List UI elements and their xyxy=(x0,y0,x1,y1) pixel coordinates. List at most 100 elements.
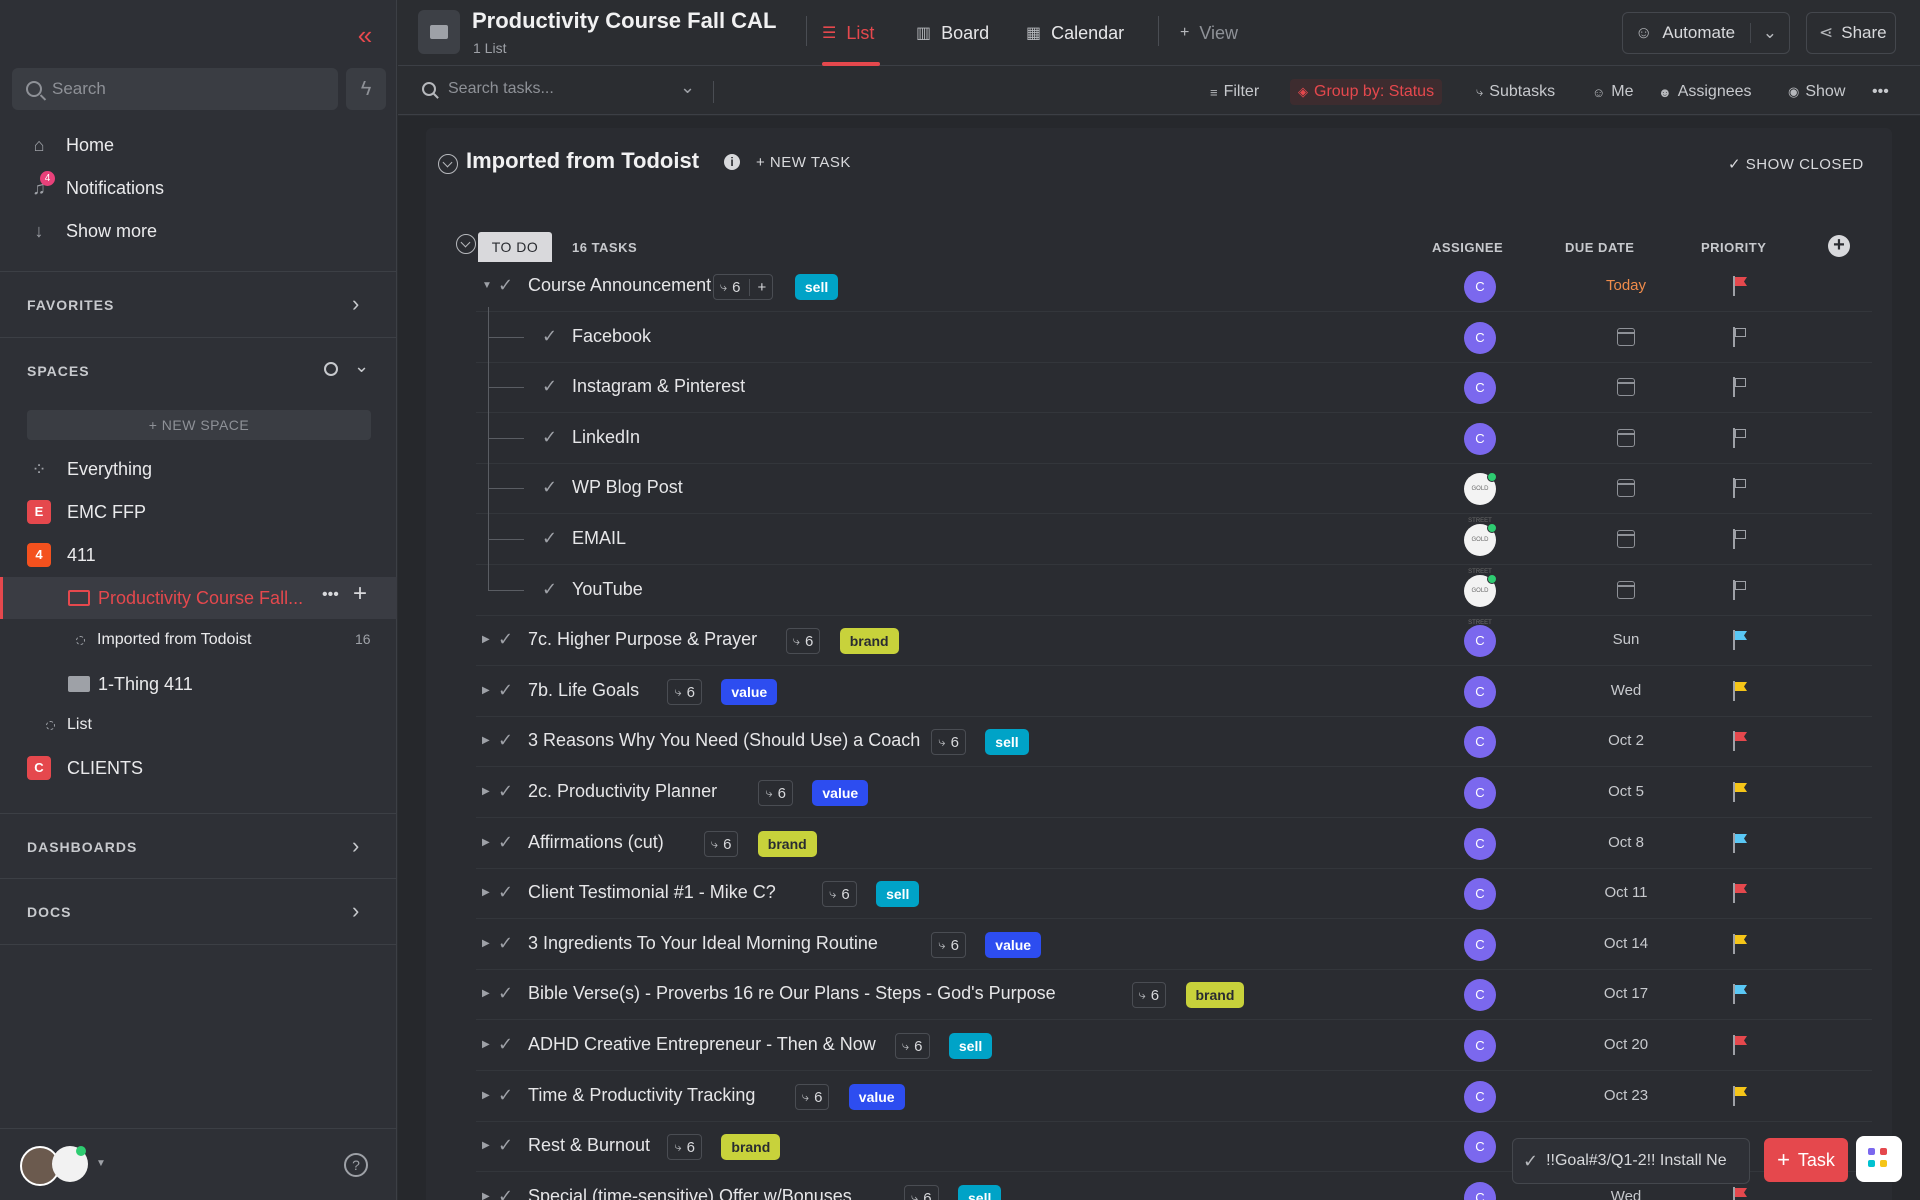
task-search-input[interactable]: Search tasks... xyxy=(422,80,554,98)
chevron-down-icon[interactable]: ⌄ xyxy=(354,356,370,376)
collapse-sidebar-icon[interactable]: « xyxy=(357,20,373,50)
tag-badge[interactable]: brand xyxy=(1185,982,1245,1008)
avatar[interactable]: C xyxy=(1464,676,1496,708)
tag-badge[interactable]: brand xyxy=(757,831,817,857)
due-date[interactable]: Oct 17 xyxy=(1603,985,1649,1002)
task-name[interactable]: 3 Reasons Why You Need (Should Use) a Co… xyxy=(528,730,921,750)
caret-right-icon[interactable]: ▶ xyxy=(482,887,490,898)
add-subtask-icon[interactable]: + xyxy=(748,278,766,296)
avatar[interactable]: GOLD STREET xyxy=(1464,574,1497,626)
new-space-button[interactable]: + NEW SPACE xyxy=(27,410,371,440)
assignees-button[interactable]: ☻ Assignees xyxy=(1658,79,1752,105)
subtask-count[interactable]: ⤷ 6 xyxy=(758,780,794,806)
priority-flag-icon[interactable] xyxy=(1732,782,1748,802)
caret-right-icon[interactable]: ▶ xyxy=(482,837,490,848)
avatar[interactable]: C xyxy=(1464,979,1496,1011)
group-by-button[interactable]: ◈ Group by: Status xyxy=(1290,79,1443,105)
tab-board[interactable]: ▥ Board xyxy=(916,20,989,46)
calendar-icon[interactable] xyxy=(1617,328,1635,346)
apps-grid-icon[interactable] xyxy=(1856,1136,1902,1182)
check-icon[interactable]: ✓ xyxy=(498,832,514,852)
subtask-row[interactable]: ✓ WP Blog Post GOLD STREET xyxy=(476,464,1872,524)
check-icon[interactable]: ✓ xyxy=(498,629,514,649)
due-date[interactable]: Sun xyxy=(1612,631,1640,648)
check-icon[interactable]: ✓ xyxy=(498,275,514,295)
subtask-count[interactable]: ⤷ 6 xyxy=(1131,982,1167,1008)
avatar[interactable]: C xyxy=(1464,929,1496,961)
check-icon[interactable]: ✓ xyxy=(498,1135,514,1155)
active-folder-row[interactable] xyxy=(0,577,397,619)
task-name[interactable]: Affirmations (cut) xyxy=(528,832,664,852)
check-icon[interactable]: ✓ xyxy=(542,477,558,497)
subtask-row[interactable]: ✓ EMAIL GOLD STREET xyxy=(476,515,1872,575)
table-row[interactable]: ▶ ✓ 3 Reasons Why You Need (Should Use) a … xyxy=(476,717,1872,767)
caret-right-icon[interactable]: ▶ xyxy=(482,1191,490,1200)
table-row[interactable]: ▶ ✓ ADHD Creative Entrepreneur - Then & No… xyxy=(476,1021,1872,1071)
table-row[interactable]: ▶ ✓ Rest & Burnout ⤷ 6 brand C xyxy=(476,1122,1872,1172)
collapse-list-icon[interactable] xyxy=(438,154,458,174)
task-name[interactable]: Time & Productivity Tracking xyxy=(528,1085,756,1105)
tag-badge[interactable]: sell xyxy=(985,729,1029,755)
caret-right-icon[interactable]: ▶ xyxy=(482,685,490,696)
tab-add-view[interactable]: + View xyxy=(1180,20,1238,46)
task-name[interactable]: Course Announcement xyxy=(528,275,712,295)
info-icon[interactable]: i xyxy=(724,154,740,170)
nav-home[interactable]: ⌂ Home xyxy=(28,130,114,160)
calendar-icon[interactable] xyxy=(1617,479,1635,497)
priority-flag-icon[interactable] xyxy=(1732,984,1748,1004)
tab-list[interactable]: ☰ List xyxy=(822,20,874,46)
calendar-icon[interactable] xyxy=(1617,429,1635,447)
check-icon[interactable]: ✓ xyxy=(498,933,514,953)
subtask-count[interactable]: ⤷ 6 xyxy=(794,1084,830,1110)
collapse-group-icon[interactable] xyxy=(456,234,476,254)
status-badge[interactable]: TO DO xyxy=(478,232,552,262)
space-emc-ffp[interactable]: E EMC FFP xyxy=(27,497,146,527)
task-name[interactable]: Bible Verse(s) - Proverbs 16 re Our Plan… xyxy=(528,983,1056,1003)
nav-show-more[interactable]: ↓ Show more xyxy=(28,216,158,246)
task-name[interactable]: ADHD Creative Entrepreneur - Then & Now xyxy=(528,1034,876,1054)
avatar[interactable]: GOLD STREET xyxy=(1464,472,1497,524)
tag-badge[interactable]: value xyxy=(985,932,1042,958)
avatar[interactable]: C xyxy=(1464,271,1496,303)
priority-flag-icon[interactable] xyxy=(1732,833,1748,853)
avatar[interactable]: C xyxy=(1464,1182,1496,1200)
caret-down-icon[interactable]: ▼ xyxy=(96,1158,106,1169)
caret-right-icon[interactable]: ▶ xyxy=(482,938,490,949)
due-date[interactable]: Oct 20 xyxy=(1603,1036,1649,1053)
avatar[interactable]: C xyxy=(1464,423,1496,455)
subtask-count[interactable]: ⤷ 6 xyxy=(931,729,966,755)
chevron-down-icon[interactable]: ⌄ xyxy=(680,77,696,97)
caret-right-icon[interactable]: ▶ xyxy=(482,1140,490,1151)
spaces-search-icon[interactable] xyxy=(324,362,338,376)
dashboards-heading[interactable]: DASHBOARDS xyxy=(27,839,138,855)
task-name[interactable]: 3 Ingredients To Your Ideal Morning Rout… xyxy=(528,933,878,953)
task-name[interactable]: Client Testimonial #1 - Mike C? xyxy=(528,882,776,902)
nav-notifications[interactable]: ♫ 4 Notifications xyxy=(28,171,164,203)
show-closed-button[interactable]: ✓ SHOW CLOSED xyxy=(1728,156,1864,173)
due-date[interactable]: Oct 5 xyxy=(1608,783,1644,800)
due-date[interactable]: Oct 8 xyxy=(1608,834,1644,851)
table-row[interactable]: ▶ ✓ 7b. Life Goals ⤷ 6 value C Wed xyxy=(476,667,1872,717)
priority-flag-icon[interactable] xyxy=(1732,377,1748,397)
priority-flag-icon[interactable] xyxy=(1732,630,1748,650)
avatar[interactable]: C xyxy=(1464,726,1496,758)
column-assignee[interactable]: ASSIGNEE xyxy=(1432,240,1504,255)
check-icon[interactable]: ✓ xyxy=(498,983,514,1003)
caret-right-icon[interactable]: ▶ xyxy=(482,735,490,746)
avatar[interactable]: C xyxy=(1464,1081,1496,1113)
due-date[interactable]: Oct 23 xyxy=(1603,1087,1649,1104)
priority-flag-icon[interactable] xyxy=(1732,428,1748,448)
list-list[interactable]: List xyxy=(46,711,92,739)
table-row[interactable]: ▶ ✓ 3 Ingredients To Your Ideal Morning Ro… xyxy=(476,920,1872,970)
avatar[interactable]: C xyxy=(1464,625,1496,657)
priority-flag-icon[interactable] xyxy=(1732,1035,1748,1055)
favorites-heading[interactable]: FAVORITES xyxy=(27,297,115,313)
task-name[interactable]: 7b. Life Goals xyxy=(528,680,640,700)
new-task-button[interactable]: + NEW TASK xyxy=(756,154,851,171)
check-icon[interactable]: ✓ xyxy=(498,1085,514,1105)
list-imported-from-todoist[interactable]: Imported from Todoist xyxy=(76,626,251,654)
subtask-name[interactable]: LinkedIn xyxy=(572,427,641,447)
sidebar-search-input[interactable]: Search xyxy=(12,68,338,110)
folder-productivity-course[interactable]: Productivity Course Fall... xyxy=(68,583,303,613)
priority-flag-icon[interactable] xyxy=(1732,934,1748,954)
